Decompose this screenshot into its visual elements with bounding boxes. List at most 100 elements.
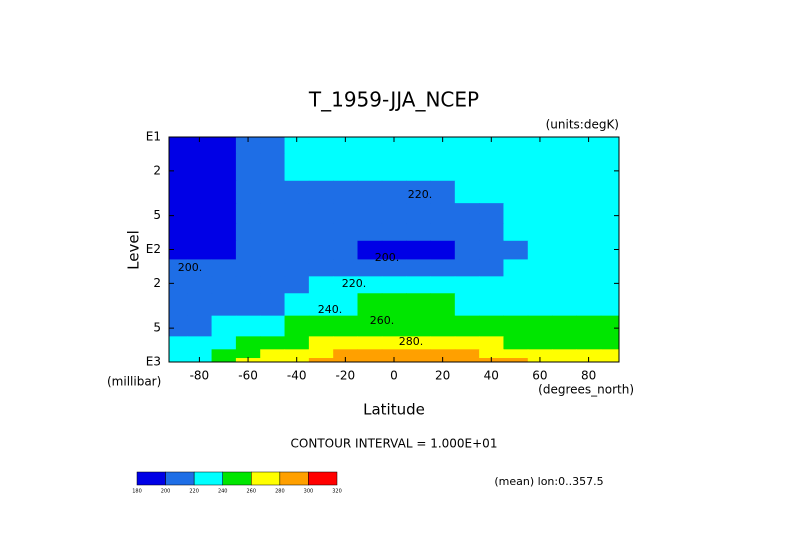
contour-cell [235,293,261,317]
contour-cell [503,203,529,225]
contour-cell [454,180,480,204]
contour-cell [308,223,334,242]
contour-cell [503,180,529,204]
contour-cell [235,203,261,225]
contour-cell [284,153,310,182]
x-tick-label: 60 [532,369,547,383]
colorbar-label: 300 [304,489,314,495]
y-tick-label: 2 [153,163,161,177]
contour-cell [357,153,383,182]
contour-cell [527,315,553,337]
contour-cell [503,153,529,182]
contour-cell [600,259,620,277]
contour-cell [284,276,310,294]
contour-cell [357,315,383,337]
contour-cell [187,336,213,350]
contour-cell [211,315,237,337]
contour-cell [576,137,602,155]
contour-cell [576,349,602,359]
contour-cell [406,336,431,350]
contour-cell [576,203,602,225]
contour-label: 200. [375,251,400,264]
x-tick-label: -20 [336,369,356,383]
contour-cell [284,223,310,242]
contour-cell [503,223,529,242]
contour-cell [333,240,359,260]
contour-cell [503,349,529,359]
contour-cell [260,349,286,359]
contour-cell [600,180,620,204]
contour-cell [260,315,286,337]
contour-cell [308,259,334,277]
contour-cell [406,293,431,317]
contour-cell [284,180,310,204]
contour-cell [479,293,504,317]
contour-cell [357,240,383,260]
contour-cell [187,153,213,182]
contour-cell [406,180,431,204]
contour-cell [333,293,359,317]
contour-cell [235,223,261,242]
contour-label: 220. [342,277,367,290]
contour-cell [503,276,529,294]
contour-cell [169,240,188,260]
contour-cell [284,137,310,155]
contour-cell [600,203,620,225]
contour-label: 280. [399,335,424,348]
contour-cell [333,203,359,225]
contour-cell [600,276,620,294]
contour-cell [333,180,359,204]
contour-cell [381,203,407,225]
contour-cell [552,180,577,204]
contour-cell [576,276,602,294]
contour-cell [187,259,213,277]
contour-cell [406,137,431,155]
contour-cell [552,276,577,294]
contour-cell [169,259,188,277]
contour-cell [187,240,213,260]
colorbar-label: 320 [332,489,342,495]
contour-cell [381,276,407,294]
contour-cell [235,180,261,204]
contour-cell [527,153,553,182]
contour-cell [284,349,310,359]
contour-cell [454,349,480,359]
contour-cell [333,223,359,242]
contour-cell [406,223,431,242]
contour-cell [284,293,310,317]
contour-cell [406,259,431,277]
colorbar-swatch [251,471,281,486]
contour-cell [284,259,310,277]
contour-cell [260,293,286,317]
y-tick-label: E2 [146,242,161,256]
y-tick-label: 5 [153,208,161,222]
y-tick-label: E1 [146,130,161,144]
contour-cell [169,180,188,204]
contour-cell [260,276,286,294]
contour-cell [211,336,237,350]
x-tick-label: 0 [390,369,398,383]
contour-cell [333,153,359,182]
contour-cell [576,180,602,204]
contour-cell [454,315,480,337]
contour-cell [406,358,431,363]
contour-cell [479,180,504,204]
contour-cell [381,349,407,359]
contour-cell [381,137,407,155]
contour-cell [576,223,602,242]
contour-cell [454,336,480,350]
contour-field [169,137,620,363]
contour-cell [552,293,577,317]
contour-cell [552,240,577,260]
contour-cell [308,137,334,155]
contour-cell [479,240,504,260]
contour-cell [211,349,237,359]
contour-cell [260,153,286,182]
contour-cell [308,358,334,363]
contour-cell [406,315,431,337]
contour-cell [600,336,620,350]
contour-cell [235,336,261,350]
contour-cell [576,336,602,350]
contour-cell [406,240,431,260]
